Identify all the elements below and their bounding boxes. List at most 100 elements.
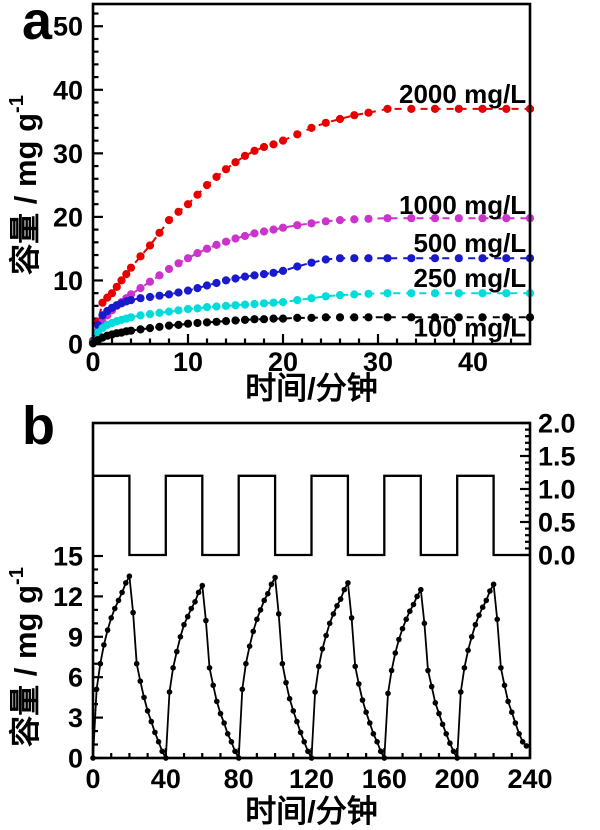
- data-point: [166, 689, 173, 695]
- data-point: [337, 596, 344, 602]
- data-point: [265, 590, 271, 597]
- data-point: [144, 708, 151, 714]
- data-point: [250, 229, 259, 238]
- tick-label: 80: [224, 764, 254, 794]
- data-point: [136, 325, 145, 334]
- data-point: [436, 710, 442, 717]
- panel-b-ticks: [91, 421, 532, 760]
- data-point: [117, 276, 126, 285]
- data-point: [293, 296, 302, 305]
- data-point: [202, 303, 212, 312]
- data-point: [112, 605, 118, 612]
- tick-label: 0.0: [538, 541, 576, 571]
- data-point: [319, 646, 326, 652]
- data-point: [269, 225, 278, 234]
- data-point: [465, 647, 471, 654]
- svg-text:容量 / mg g-1: 容量 / mg g-1: [6, 95, 43, 275]
- data-point: [126, 296, 136, 305]
- data-point: [461, 665, 468, 671]
- tick-label: 40: [458, 347, 488, 377]
- panel-b-chart: 0 40 80 120 160 200 240 0 3 6 9 12 15 0.00.51.01.52.0…: [6, 409, 576, 830]
- data-point: [221, 237, 231, 246]
- data-point: [202, 281, 212, 290]
- series-label: 250 mg/L: [413, 263, 526, 293]
- data-point: [97, 660, 104, 667]
- data-point: [257, 607, 264, 613]
- data-point: [321, 313, 330, 322]
- data-point: [326, 620, 333, 627]
- panel-a-x-axis-title: 时间/分钟: [245, 371, 378, 405]
- tick-label: 20: [268, 347, 298, 377]
- tick-label: 2.0: [538, 409, 576, 439]
- tick-label: 9: [68, 622, 83, 652]
- data-point: [283, 679, 289, 686]
- data-point: [259, 315, 269, 324]
- data-point: [107, 289, 117, 298]
- panel-b: b 0 40 80 120 160 200 240 0 3 6 9 12 15 0.0 0.5 1.0 1.5 2…: [0, 396, 600, 830]
- data-point: [321, 118, 330, 127]
- data-point: [335, 254, 345, 263]
- data-point: [152, 729, 158, 736]
- data-point: [275, 611, 282, 617]
- data-point: [454, 214, 463, 223]
- data-point: [136, 284, 145, 293]
- tick-label: 0: [68, 330, 83, 360]
- data-point: [126, 313, 136, 322]
- data-point: [403, 616, 410, 623]
- data-point: [414, 593, 420, 600]
- data-point: [421, 620, 428, 627]
- data-point: [407, 254, 416, 263]
- data-point: [502, 313, 511, 322]
- data-point: [399, 625, 406, 632]
- data-point: [450, 748, 457, 755]
- tick-label: 30: [363, 347, 393, 377]
- tick-label: 10: [173, 347, 203, 377]
- panel-a-tick-labels: 0 10 20 30 40 0 10 20 30 40 50: [53, 12, 488, 377]
- data-point: [181, 621, 187, 628]
- data-point: [137, 678, 144, 684]
- tick-label: 12: [53, 582, 83, 612]
- data-point: [164, 264, 174, 274]
- data-point: [221, 165, 231, 174]
- data-point: [155, 739, 162, 745]
- data-point: [364, 108, 373, 117]
- tick-label: 20: [53, 202, 83, 232]
- data-point: [119, 589, 125, 596]
- data-point: [155, 308, 164, 317]
- tick-label: 0.5: [538, 508, 576, 538]
- data-point: [183, 286, 193, 295]
- data-point: [374, 739, 380, 745]
- data-point: [174, 320, 183, 329]
- data-point: [418, 586, 424, 593]
- data-point: [364, 313, 373, 322]
- data-point: [268, 581, 275, 588]
- data-point: [130, 609, 136, 616]
- data-point: [240, 300, 250, 309]
- tick-label: 40: [151, 764, 181, 794]
- data-point: [221, 317, 231, 326]
- data-point: [305, 748, 311, 755]
- data-point: [432, 700, 439, 706]
- data-point: [307, 258, 316, 267]
- data-point: [321, 217, 330, 226]
- data-point: [278, 136, 288, 145]
- data-point: [269, 298, 278, 307]
- data-point: [297, 729, 304, 736]
- data-point: [193, 284, 202, 293]
- data-point: [364, 254, 373, 263]
- data-point: [183, 319, 193, 328]
- data-point: [212, 240, 221, 249]
- data-point: [250, 315, 259, 324]
- data-point: [212, 278, 221, 288]
- data-point: [250, 628, 256, 635]
- data-point: [269, 314, 278, 323]
- data-point: [478, 313, 487, 322]
- data-point: [430, 313, 440, 322]
- data-point: [356, 681, 362, 687]
- data-point: [454, 313, 463, 322]
- data-point: [199, 582, 206, 589]
- data-point: [224, 731, 231, 737]
- data-point: [145, 241, 155, 250]
- data-point: [145, 310, 155, 319]
- data-point: [407, 214, 416, 223]
